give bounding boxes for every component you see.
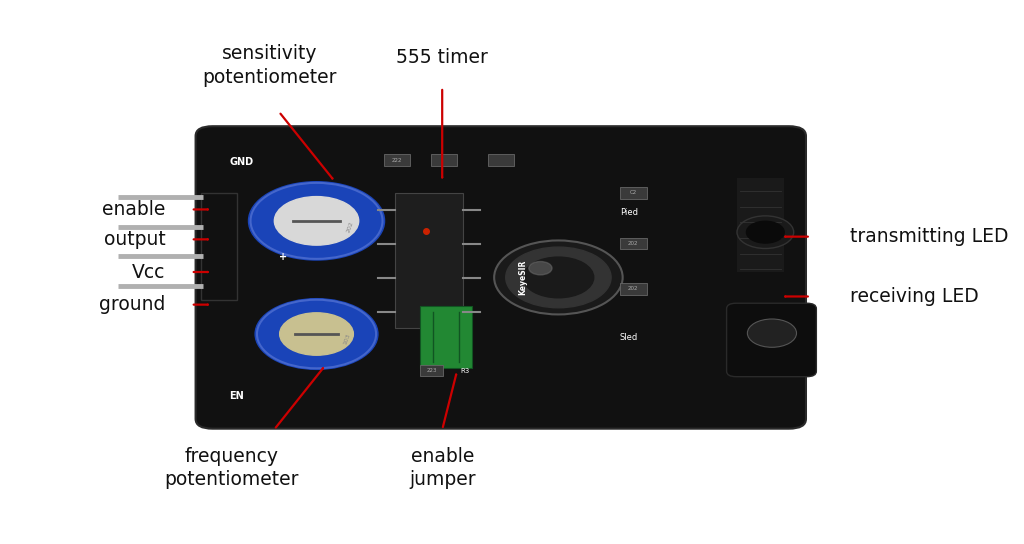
Bar xyxy=(431,154,458,166)
Text: 202: 202 xyxy=(346,221,355,233)
Bar xyxy=(420,306,472,368)
Text: 223: 223 xyxy=(426,368,437,373)
Bar xyxy=(384,154,410,166)
Text: 202: 202 xyxy=(628,241,639,246)
Text: 202: 202 xyxy=(628,286,639,291)
Bar xyxy=(487,154,514,166)
Text: EN: EN xyxy=(229,392,245,401)
Text: KeyeSIR: KeyeSIR xyxy=(518,259,527,295)
Text: sensitivity
potentiometer: sensitivity potentiometer xyxy=(202,44,337,86)
Circle shape xyxy=(249,182,385,260)
Text: enable
jumper: enable jumper xyxy=(409,447,475,489)
Circle shape xyxy=(280,313,353,355)
Circle shape xyxy=(274,196,358,245)
Bar xyxy=(621,238,646,250)
Bar xyxy=(202,193,238,300)
Circle shape xyxy=(495,240,623,314)
Text: receiving LED: receiving LED xyxy=(850,287,979,306)
Text: ground: ground xyxy=(99,295,165,314)
Text: transmitting LED: transmitting LED xyxy=(850,227,1009,246)
Circle shape xyxy=(506,247,611,308)
Text: 222: 222 xyxy=(391,158,402,163)
Bar xyxy=(621,283,646,295)
Bar xyxy=(395,193,463,329)
Text: Vcc: Vcc xyxy=(132,263,165,281)
Text: output: output xyxy=(103,230,165,249)
Text: frequency
potentiometer: frequency potentiometer xyxy=(164,447,299,489)
Bar xyxy=(420,366,443,376)
Bar xyxy=(621,187,646,199)
Text: R3: R3 xyxy=(461,368,470,374)
Text: +: + xyxy=(280,252,288,262)
FancyBboxPatch shape xyxy=(196,126,806,429)
Text: GND: GND xyxy=(229,157,254,166)
Circle shape xyxy=(528,262,552,275)
Circle shape xyxy=(737,216,794,249)
Text: enable: enable xyxy=(102,200,165,219)
Circle shape xyxy=(523,257,594,298)
Bar xyxy=(737,178,784,272)
Text: C2: C2 xyxy=(630,190,637,195)
Text: 555 timer: 555 timer xyxy=(396,48,488,66)
Text: 103: 103 xyxy=(343,333,351,345)
Circle shape xyxy=(746,221,784,243)
Text: Pied: Pied xyxy=(620,208,638,217)
Circle shape xyxy=(255,299,378,369)
Circle shape xyxy=(748,319,797,347)
FancyBboxPatch shape xyxy=(727,303,816,376)
Text: Sled: Sled xyxy=(620,333,638,342)
